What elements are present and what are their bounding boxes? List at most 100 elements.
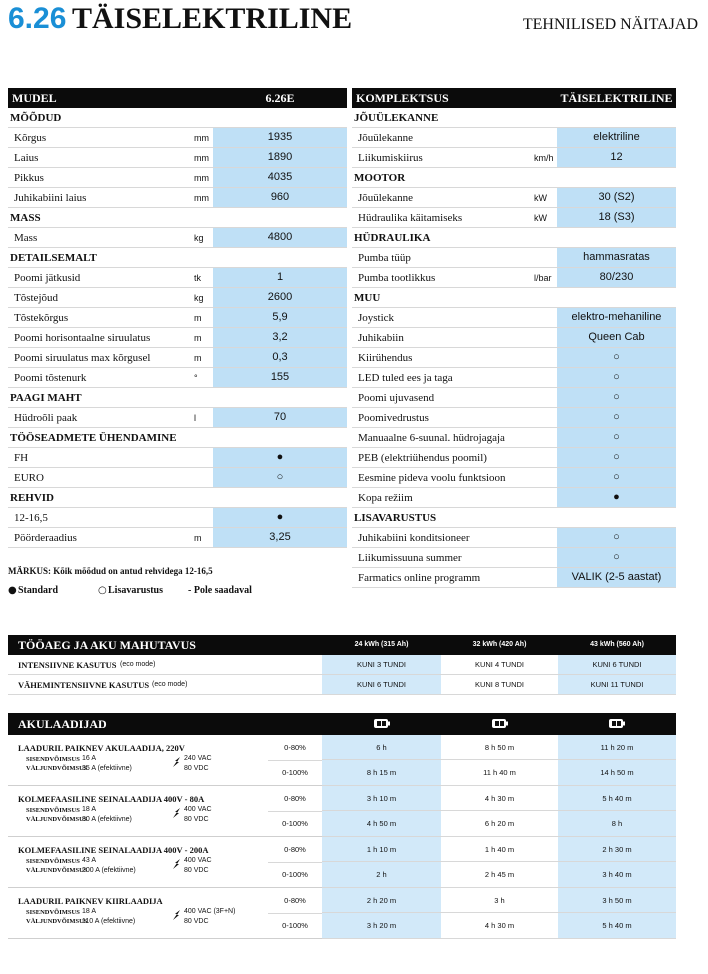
runtime-value: KUNI 3 TUNDI [322,655,441,675]
charge-range: 0-80% [284,743,306,752]
row-label: Eesmine pideva voolu funktsioon [358,472,506,484]
input-value: 16 A [82,755,97,762]
row-value: 5,9 [213,308,347,327]
charger-name: KOLMEFAASILINE SEINALAADIJA 400V - 200A [18,845,209,855]
row-value: ○ [557,408,676,427]
row-unit: m [194,353,202,363]
charge-range: 0-80% [284,845,306,854]
spec-row: Juhikabiini konditsioneer ○ [352,528,676,548]
spec-row: Pumba tüüp hammasratas [352,248,676,268]
input-label: SISENDVÕIMSUS [26,807,80,814]
charge-time: 2 h [322,862,441,888]
charge-time: 5 h 40 m [558,786,676,811]
runtime-note: (eco mode) [120,661,156,668]
section-title: MUU [352,288,676,308]
charge-range: 0-100% [282,819,308,828]
input-label: SISENDVÕIMSUS [26,909,80,916]
row-unit: l [194,413,196,423]
row-unit: kW [534,213,547,223]
spec-row: Kõrgus mm 1935 [8,128,347,148]
runtime-value: KUNI 11 TUNDI [558,675,676,695]
runtime-note: (eco mode) [152,681,188,688]
battery-icon [373,719,390,728]
row-value: 70 [213,408,347,427]
header-label: MUDEL [12,91,57,105]
spec-row: FH ● [8,448,347,468]
power-icon [173,910,180,920]
output-value: 110 A (efektiivne) [82,918,136,925]
row-label: Poomi tõstenurk [14,372,87,384]
spec-row: 12-16,5 ● [8,508,347,528]
power-icon [173,859,180,869]
row-label: Poomi ujuvasend [358,392,435,404]
row-divider [268,913,322,914]
row-unit: m [194,333,202,343]
spec-row: Joystick elektro-mehaniline [352,308,676,328]
power-icon [173,757,180,767]
section-title: TÖÖSEADMETE ÜHENDAMINE [8,428,347,448]
row-value: ○ [557,368,676,387]
section-title: JÕUÜLEKANNE [352,108,676,128]
voltage-out: 80 VDC [184,816,209,823]
charge-range: 0-80% [284,794,306,803]
charge-time: 3 h 20 m [322,913,441,939]
row-label: Kopa režiim [358,492,413,504]
spec-row: Juhikabiini laius mm 960 [8,188,347,208]
charge-time: 5 h 40 m [558,913,676,939]
row-label: Tõstejõud [14,292,58,304]
charge-time: 2 h 20 m [322,888,441,913]
spec-row: Laius mm 1890 [8,148,347,168]
input-value: 43 A [82,857,97,864]
chargers-header: AKULAADIJAD [8,713,676,735]
charge-range: 0-100% [282,768,308,777]
voltage-out: 80 VDC [184,867,209,874]
spec-row: Kiirühendus ○ [352,348,676,368]
spec-row: Hüdraulika käitamiseks kW 18 (S3) [352,208,676,228]
runtime-header: TÖÖAEG JA AKU MAHUTAVUS 24 kWh (315 Ah) 32… [8,635,676,655]
row-value: ○ [557,348,676,367]
row-value: 2600 [213,288,347,307]
output-value: 200 A (efektiivne) [82,867,136,874]
row-divider [268,760,322,761]
spec-row: Farmatics online programm VALIK (2-5 aast… [352,568,676,588]
row-label: Manuaalne 6-suunal. hüdrojagaja [358,432,505,444]
charge-time: 8 h 15 m [322,760,441,786]
header-value: 6.26E [265,91,295,105]
spec-row: Mass kg 4800 [8,228,347,248]
output-label: VÄLJUNDVÕIMSUS [26,918,88,925]
runtime-row: VÄHEMINTENSIIVNE KASUTUS [8,675,322,695]
spec-row: Pumba tootlikkus l/bar 80/230 [352,268,676,288]
row-label: Jõuülekanne [358,132,413,144]
section-title: MOOTOR [352,168,676,188]
table-header: MUDEL 6.26E [8,88,347,108]
spec-row: Juhikabiin Queen Cab [352,328,676,348]
row-label: Farmatics online programm [358,572,481,584]
row-unit: kg [194,233,204,243]
spec-row: Poomi tõstenurk ° 155 [8,368,347,388]
row-value: ○ [557,388,676,407]
row-unit: kg [194,293,204,303]
row-value: ● [213,448,347,467]
row-label: Hüdroõli paak [14,412,78,424]
charge-time: 6 h 20 m [441,811,558,837]
charge-time: 2 h 45 m [441,862,558,888]
spec-row: Liikumissuuna summer ○ [352,548,676,568]
charge-time: 3 h 50 m [558,888,676,913]
row-unit: l/bar [534,273,552,283]
row-value: elektro-mehaniline [557,308,676,327]
row-value: ● [557,488,676,507]
voltage-in: 400 VAC [184,857,212,864]
runtime-row: INTENSIIVNE KASUTUS [8,655,322,675]
row-label: Poomi siruulatus max kõrgusel [14,352,151,364]
charge-time: 1 h 10 m [322,837,441,862]
charger-name: KOLMEFAASILINE SEINALAADIJA 400V - 80A [18,794,205,804]
row-value: ● [213,508,347,527]
row-value: ○ [213,468,347,487]
charge-range: 0-100% [282,870,308,879]
section-title: MASS [8,208,347,228]
row-label: Mass [14,232,38,244]
input-label: SISENDVÕIMSUS [26,858,80,865]
charge-time: 2 h 30 m [558,837,676,862]
row-unit: mm [194,133,209,143]
